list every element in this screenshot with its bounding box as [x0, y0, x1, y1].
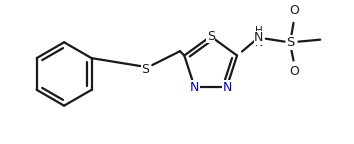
Text: S: S — [286, 36, 295, 49]
Text: N: N — [222, 81, 232, 94]
Text: O: O — [290, 4, 299, 17]
Text: S: S — [141, 62, 149, 76]
Text: N: N — [254, 31, 263, 44]
Text: N: N — [190, 81, 199, 94]
Text: H: H — [255, 26, 263, 36]
Text: H
N: H N — [255, 27, 263, 49]
Text: S: S — [207, 30, 215, 43]
Text: O: O — [290, 65, 299, 78]
